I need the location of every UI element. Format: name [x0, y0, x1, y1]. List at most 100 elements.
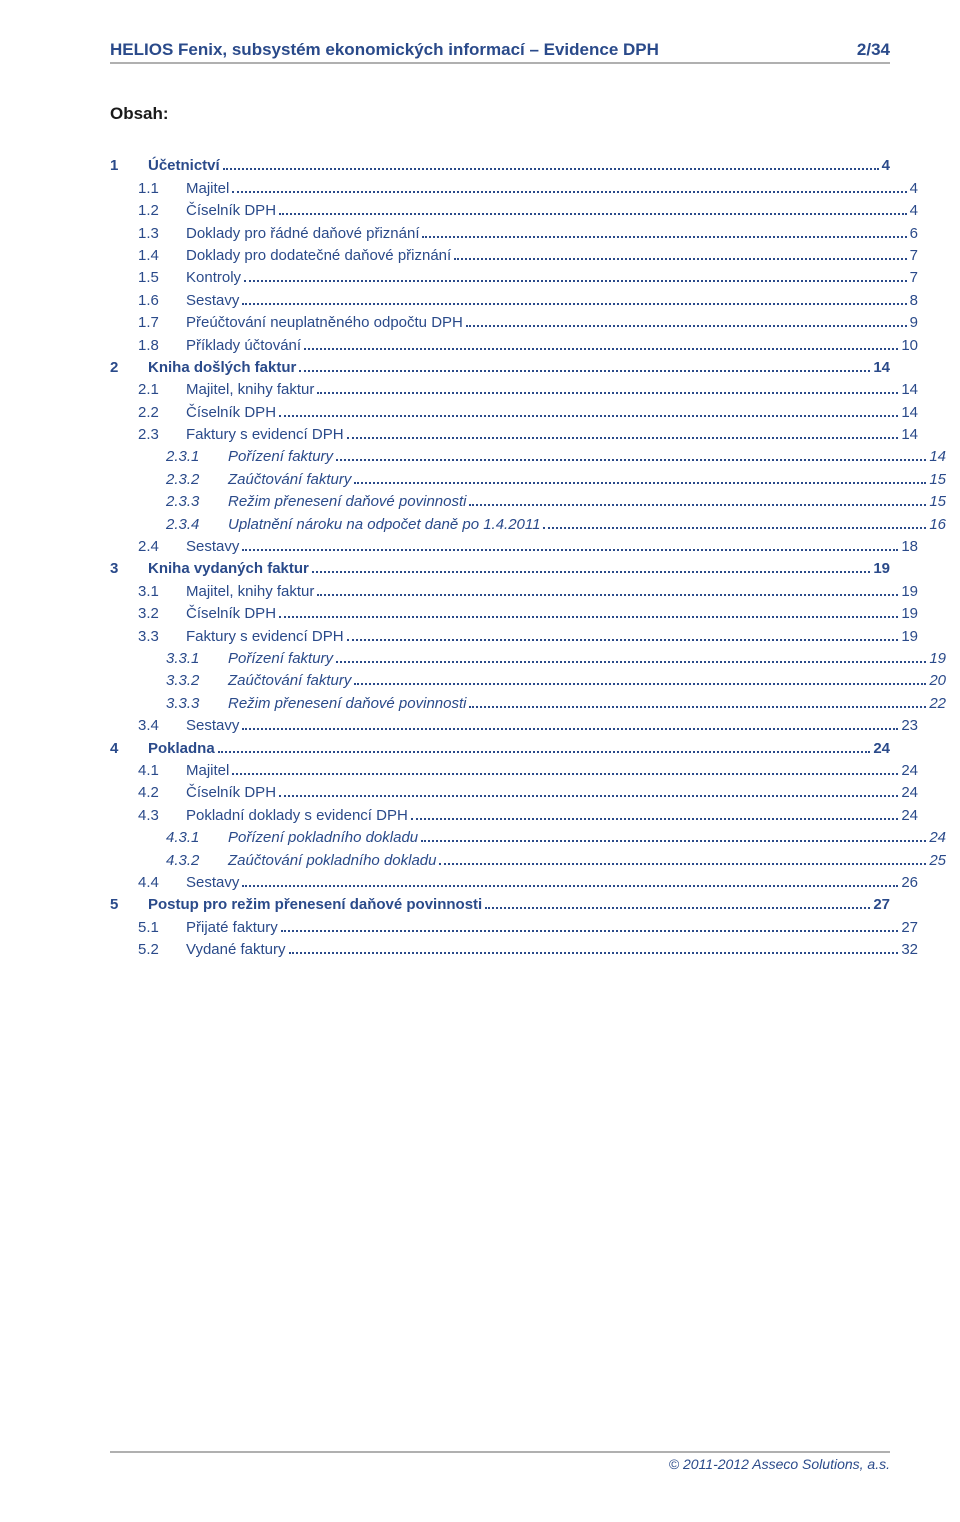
- toc-entry-number: 3.4: [138, 717, 172, 734]
- toc-entry[interactable]: 1.2 Číselník DPH 4: [110, 199, 918, 219]
- toc-leader-dots: [354, 467, 926, 483]
- toc-entry[interactable]: 2.3.3Režim přenesení daňové povinnosti15: [110, 490, 946, 510]
- toc-entry[interactable]: 2.4Sestavy18: [110, 535, 918, 555]
- toc-entry-page: 14: [901, 426, 918, 443]
- toc-entry-title: Pokladna: [148, 740, 215, 757]
- toc-entry[interactable]: 3.3.1Pořízení faktury19: [110, 647, 946, 667]
- toc-leader-dots: [422, 221, 906, 237]
- toc-entry-page: 9: [910, 314, 918, 331]
- toc-leader-dots: [411, 803, 899, 819]
- toc-entry[interactable]: 2.3.2Zaúčtování faktury15: [110, 467, 946, 487]
- toc-leader-dots: [421, 826, 926, 842]
- toc-entry-number: 3.3.2: [166, 672, 214, 689]
- toc-entry[interactable]: 4.3.1Pořízení pokladního dokladu24: [110, 826, 946, 846]
- toc-entry-number: 2.3: [138, 426, 172, 443]
- toc-entry[interactable]: 5.2Vydané faktury32: [110, 938, 918, 958]
- toc-entry[interactable]: 1.3Doklady pro řádné daňové přiznání6: [110, 221, 918, 241]
- page-header-page-indicator: 2/34: [857, 40, 890, 60]
- toc-entry[interactable]: 3.4Sestavy23: [110, 714, 918, 734]
- toc-entry-title: Pořízení faktury: [228, 650, 333, 667]
- toc-entry-title: Číselník DPH: [186, 404, 276, 421]
- toc-entry-number: 2.3.4: [166, 516, 214, 533]
- toc-entry-page: 7: [910, 247, 918, 264]
- toc-entry[interactable]: 1.6Sestavy8: [110, 288, 918, 308]
- toc-entry[interactable]: 4.1Majitel24: [110, 759, 918, 779]
- toc-leader-dots: [232, 759, 898, 775]
- toc-entry-title: Kniha došlých faktur: [148, 359, 296, 376]
- toc-entry-number: 4.3: [138, 807, 172, 824]
- toc-entry-number: 2.3.1: [166, 448, 214, 465]
- toc-entry-page: 4: [910, 202, 918, 219]
- toc-entry[interactable]: 3.2Číselník DPH19: [110, 602, 918, 622]
- toc-entry-title: Kniha vydaných faktur: [148, 560, 309, 577]
- toc-entry[interactable]: 2.3.4Uplatnění nároku na odpočet daně po…: [110, 512, 946, 532]
- toc-entry-page: 15: [929, 471, 946, 488]
- toc-entry-page: 26: [901, 874, 918, 891]
- toc-entry[interactable]: 1Účetnictví4: [110, 154, 890, 174]
- toc-entry[interactable]: 1.5Kontroly7: [110, 266, 918, 286]
- toc-entry[interactable]: 1.7Přeúčtování neuplatněného odpočtu DPH…: [110, 311, 918, 331]
- toc-entry-page: 16: [929, 516, 946, 533]
- toc-entry-title: Pořízení faktury: [228, 448, 333, 465]
- toc-entry[interactable]: 3.3.3Režim přenesení daňové povinnosti22: [110, 691, 946, 711]
- toc-entry-page: 4: [910, 180, 918, 197]
- toc-entry-page: 27: [873, 896, 890, 913]
- toc-entry-title: Číselník DPH: [186, 202, 276, 219]
- toc-entry-title: Faktury s evidencí DPH: [186, 628, 344, 645]
- toc-leader-dots: [299, 356, 870, 372]
- copyright-text: © 2011-2012 Asseco Solutions, a.s.: [669, 1456, 890, 1472]
- toc-entry-title: Číselník DPH: [186, 784, 276, 801]
- toc-entry-number: 1.8: [138, 337, 172, 354]
- toc-leader-dots: [242, 288, 906, 304]
- toc-entry[interactable]: 4.2Číselník DPH24: [110, 781, 918, 801]
- toc-entry[interactable]: 4.3 Pokladní doklady s evidencí DPH 24: [110, 803, 918, 823]
- toc-leader-dots: [466, 311, 907, 327]
- toc-leader-dots: [242, 871, 898, 887]
- toc-entry-title: Doklady pro dodatečné daňové přiznání: [186, 247, 451, 264]
- toc-leader-dots: [279, 781, 898, 797]
- toc-entry-number: 1.6: [138, 292, 172, 309]
- toc-leader-dots: [304, 333, 898, 349]
- toc-entry-title: Zaúčtování faktury: [228, 471, 351, 488]
- toc-entry[interactable]: 2.1Majitel, knihy faktur14: [110, 378, 918, 398]
- toc-entry[interactable]: 2.3.1 Pořízení faktury 14: [110, 445, 946, 465]
- toc-entry[interactable]: 2.3Faktury s evidencí DPH14: [110, 423, 918, 443]
- toc-entry-page: 8: [910, 292, 918, 309]
- toc-entry[interactable]: 4.4Sestavy26: [110, 871, 918, 891]
- toc-entry[interactable]: 1.1Majitel4: [110, 176, 918, 196]
- toc-entry-page: 32: [901, 941, 918, 958]
- toc-leader-dots: [354, 669, 926, 685]
- toc-entry-number: 1.2: [138, 202, 172, 219]
- toc-entry[interactable]: 2Kniha došlých faktur14: [110, 356, 890, 376]
- toc-entry-page: 24: [901, 807, 918, 824]
- toc-entry-number: 1.4: [138, 247, 172, 264]
- toc-entry-title: Pořízení pokladního dokladu: [228, 829, 418, 846]
- toc-entry[interactable]: 4.3.2Zaúčtování pokladního dokladu25: [110, 848, 946, 868]
- toc-entry[interactable]: 3.3.2Zaúčtování faktury20: [110, 669, 946, 689]
- toc-entry[interactable]: 4Pokladna24: [110, 736, 890, 756]
- toc-entry[interactable]: 3.1Majitel, knihy faktur19: [110, 579, 918, 599]
- toc-entry-title: Majitel, knihy faktur: [186, 583, 314, 600]
- toc-leader-dots: [279, 199, 907, 215]
- toc-entry-title: Majitel: [186, 180, 229, 197]
- toc-leader-dots: [232, 176, 906, 192]
- toc-entry-number: 5.1: [138, 919, 172, 936]
- toc-entry[interactable]: 5Postup pro režim přenesení daňové povin…: [110, 893, 890, 913]
- toc-entry-title: Sestavy: [186, 874, 239, 891]
- toc-entry-number: 4.3.1: [166, 829, 214, 846]
- toc-entry[interactable]: 5.1Přijaté faktury27: [110, 915, 918, 935]
- toc-entry-page: 24: [901, 762, 918, 779]
- toc-entry[interactable]: 1.8Příklady účtování10: [110, 333, 918, 353]
- toc-entry[interactable]: 2.2Číselník DPH14: [110, 400, 918, 420]
- toc-entry[interactable]: 1.4 Doklady pro dodatečné daňové přiznání…: [110, 244, 918, 264]
- toc-entry-title: Pokladní doklady s evidencí DPH: [186, 807, 408, 824]
- toc-leader-dots: [218, 736, 871, 752]
- toc-leader-dots: [469, 691, 926, 707]
- toc-entry-page: 15: [929, 493, 946, 510]
- toc-leader-dots: [312, 557, 870, 573]
- toc-entry-page: 22: [929, 695, 946, 712]
- toc-entry-page: 14: [929, 448, 946, 465]
- toc-entry[interactable]: 3Kniha vydaných faktur19: [110, 557, 890, 577]
- toc-leader-dots: [336, 647, 926, 663]
- toc-entry[interactable]: 3.3Faktury s evidencí DPH19: [110, 624, 918, 644]
